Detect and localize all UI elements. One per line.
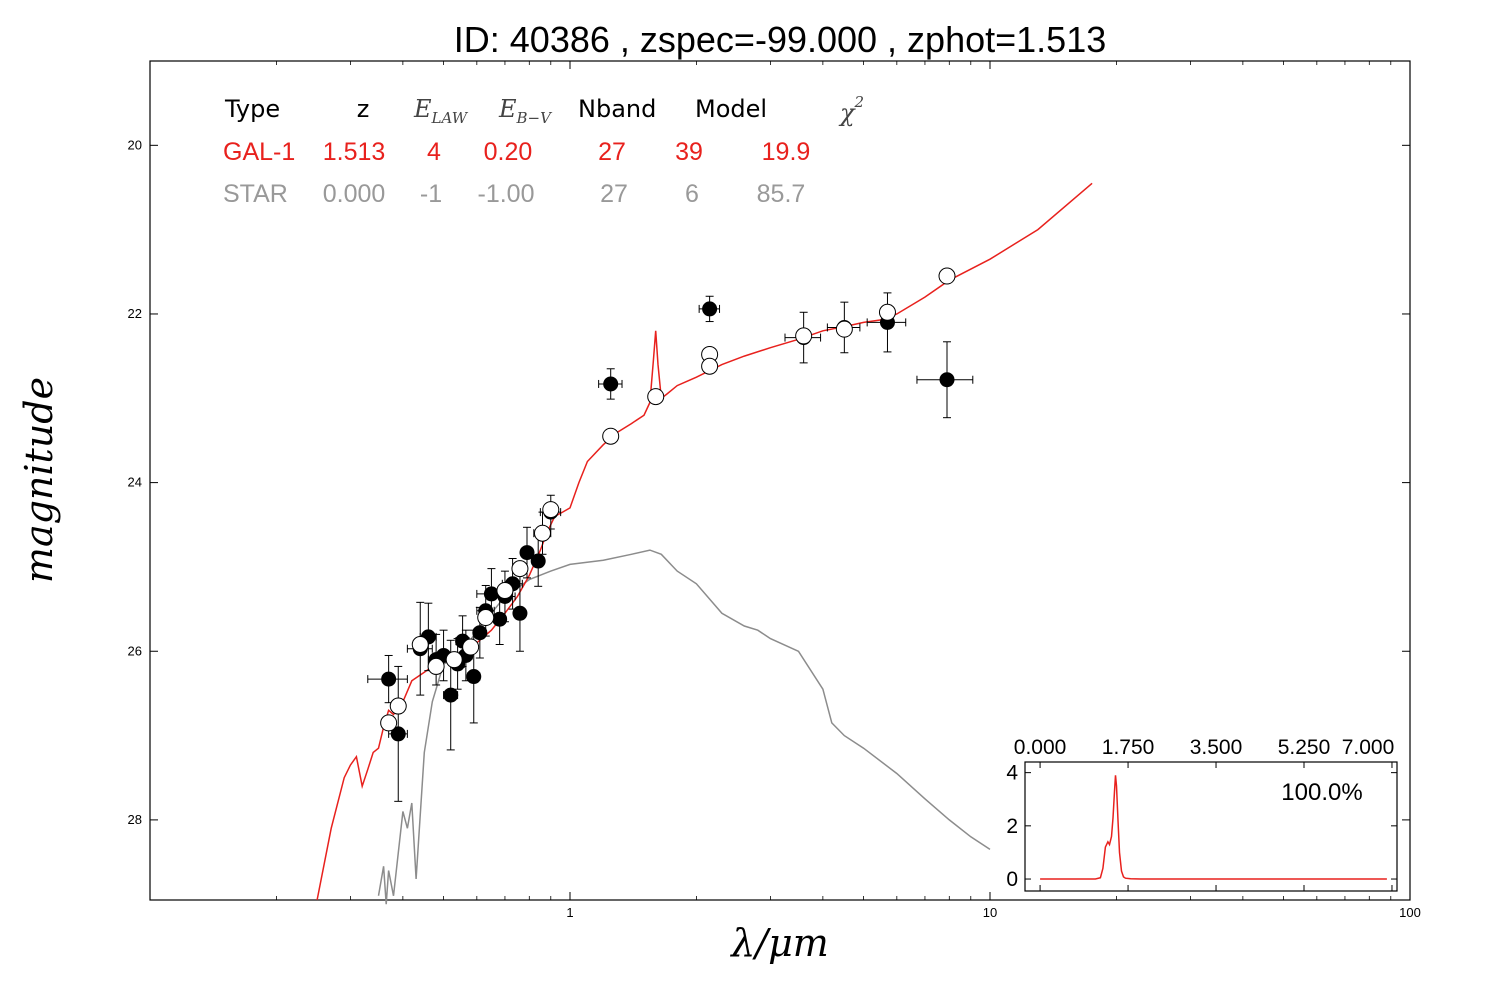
star-model: 6	[685, 180, 699, 208]
gal-chi2: 19.9	[762, 138, 811, 166]
table-header-model: Model	[695, 95, 767, 123]
gal-ebv: 0.20	[484, 138, 533, 166]
model-point	[938, 267, 956, 285]
galaxy-model-line-group	[316, 182, 1093, 901]
observed-point-marker	[603, 376, 619, 392]
observed-point	[598, 368, 623, 400]
y-tick-label: 20	[128, 137, 142, 152]
x-axis-label: λ/μm	[729, 921, 829, 965]
observed-point-marker	[512, 605, 528, 621]
star-model-line	[377, 549, 991, 905]
inset-x-tick-label: 0.000	[1014, 736, 1067, 759]
inset-pdf-line-group	[1040, 775, 1387, 880]
model-point	[380, 714, 398, 732]
table-header-chi2: χ2	[838, 93, 864, 127]
table-header-chi2-sup: 2	[854, 93, 865, 111]
inset-axis-ticks: 0.000 1.750 3.500 5.250 7.000 0 2 4	[1006, 736, 1397, 891]
star-chi2: 85.7	[757, 180, 806, 208]
model-point	[602, 427, 620, 445]
table-header-nband: Nband	[578, 95, 656, 123]
model-point	[427, 657, 445, 675]
observed-point-marker	[530, 553, 546, 569]
observed-point-marker	[472, 625, 488, 641]
model-point	[445, 651, 463, 669]
model-point	[878, 303, 896, 321]
y-axis-label: magnitude	[17, 377, 61, 583]
inset-y-tick-label: 4	[1006, 762, 1018, 785]
plot-frame	[149, 60, 1411, 901]
gal-z: 1.513	[323, 138, 386, 166]
table-header-ebv: EB−V	[498, 95, 553, 127]
table-header-elaw-main: E	[413, 95, 432, 123]
inset-x-tick-label: 7.000	[1342, 736, 1395, 759]
y-tick-label: 24	[128, 475, 142, 490]
star-ebv: -1.00	[478, 180, 535, 208]
model-points-group	[380, 267, 956, 732]
model-point	[511, 560, 529, 578]
observed-point-marker	[381, 671, 397, 687]
table-header-z: z	[357, 95, 370, 123]
model-point	[533, 524, 551, 542]
model-point	[411, 636, 429, 654]
gal-type: GAL-1	[223, 138, 295, 166]
gal-elaw: 4	[427, 138, 441, 166]
model-point	[462, 638, 480, 656]
y-tick-label: 26	[128, 643, 142, 658]
inset-probability-label: 100.0%	[1281, 779, 1362, 806]
observed-point-marker	[939, 372, 955, 388]
model-point	[496, 582, 514, 600]
x-tick-label: 1	[566, 905, 573, 920]
observed-point	[388, 665, 408, 802]
model-point	[647, 388, 665, 406]
inset-pdf-line	[1040, 775, 1387, 880]
model-point	[389, 697, 407, 715]
observed-point-marker	[390, 726, 406, 742]
star-elaw: -1	[420, 180, 442, 208]
x-tick-label: 10	[983, 905, 997, 920]
star-type: STAR	[223, 180, 288, 208]
model-point	[835, 320, 853, 338]
gal-nband: 27	[598, 138, 626, 166]
observed-point-marker	[466, 669, 482, 685]
fit-table: Type z ELAW EB−V Nband Model χ2 GAL-1 1.…	[223, 93, 864, 208]
table-header-ebv-main: E	[498, 95, 517, 123]
redshift-pdf-inset: 0.000 1.750 3.500 5.250 7.000 0 2 4 100.0%	[1006, 736, 1398, 892]
model-point	[701, 357, 719, 375]
table-header-elaw: ELAW	[413, 95, 469, 127]
table-header-elaw-sub: LAW	[431, 109, 469, 127]
table-header-type: Type	[224, 95, 280, 123]
inset-x-tick-label: 1.750	[1102, 736, 1155, 759]
inset-x-tick-label: 5.250	[1278, 736, 1331, 759]
table-header-ebv-sub: B−V	[516, 109, 554, 127]
star-z: 0.000	[323, 180, 386, 208]
y-tick-label: 22	[128, 306, 142, 321]
chart-title: ID: 40386 , zspec=-99.000 , zphot=1.513	[454, 19, 1106, 60]
observed-point	[866, 292, 907, 353]
observed-point	[530, 535, 546, 587]
star-model-line-group	[377, 549, 991, 905]
gal-model: 39	[675, 138, 703, 166]
inset-x-tick-label: 3.500	[1190, 736, 1243, 759]
observed-point-marker	[519, 545, 535, 561]
star-nband: 27	[600, 180, 628, 208]
table-header-chi2-main: χ	[838, 99, 856, 127]
observed-point	[916, 341, 974, 419]
inset-frame	[1024, 761, 1398, 892]
observed-points-group	[367, 292, 974, 802]
model-point	[795, 327, 813, 345]
inset-y-tick-label: 0	[1006, 868, 1018, 891]
observed-point-marker	[443, 687, 459, 703]
model-point	[542, 501, 560, 519]
y-tick-label: 28	[128, 812, 142, 827]
x-tick-label: 100	[1399, 905, 1421, 920]
observed-point	[698, 295, 721, 323]
galaxy-model-line	[316, 182, 1093, 901]
model-point	[477, 609, 495, 627]
observed-point-marker	[702, 301, 718, 317]
inset-y-tick-label: 2	[1006, 815, 1018, 838]
observed-point	[367, 654, 408, 704]
observed-point	[512, 574, 528, 652]
